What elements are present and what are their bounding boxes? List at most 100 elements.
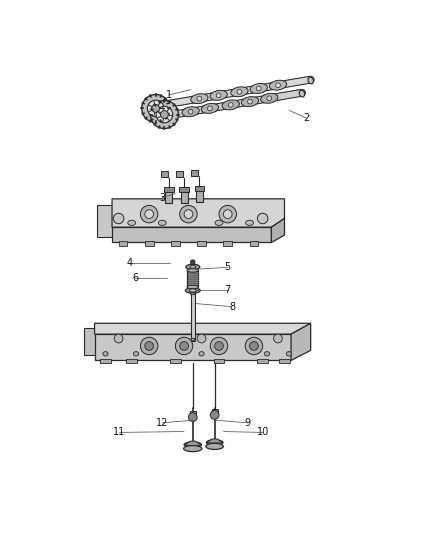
Bar bbox=[171, 241, 180, 246]
Circle shape bbox=[175, 337, 193, 354]
Ellipse shape bbox=[103, 352, 108, 356]
Circle shape bbox=[145, 342, 153, 350]
Bar bbox=[250, 241, 258, 246]
Text: 4: 4 bbox=[127, 258, 133, 268]
Text: 2: 2 bbox=[303, 113, 310, 123]
Circle shape bbox=[215, 342, 223, 350]
Bar bbox=[191, 169, 198, 176]
Polygon shape bbox=[112, 227, 272, 243]
Bar bbox=[164, 187, 173, 192]
Bar bbox=[127, 359, 137, 364]
Ellipse shape bbox=[250, 84, 267, 93]
Circle shape bbox=[145, 210, 153, 219]
Ellipse shape bbox=[222, 100, 239, 110]
Ellipse shape bbox=[269, 80, 287, 90]
Text: 1: 1 bbox=[166, 90, 172, 100]
Bar bbox=[187, 270, 198, 287]
Ellipse shape bbox=[228, 102, 233, 107]
Ellipse shape bbox=[237, 90, 242, 94]
Ellipse shape bbox=[231, 87, 248, 97]
Polygon shape bbox=[291, 323, 311, 360]
Circle shape bbox=[150, 101, 178, 128]
Circle shape bbox=[210, 410, 219, 419]
Ellipse shape bbox=[286, 352, 291, 356]
Circle shape bbox=[184, 210, 193, 219]
Ellipse shape bbox=[197, 96, 202, 101]
Bar bbox=[191, 292, 194, 341]
Bar bbox=[165, 190, 172, 203]
Ellipse shape bbox=[184, 442, 201, 447]
Ellipse shape bbox=[201, 103, 219, 114]
Ellipse shape bbox=[208, 106, 212, 111]
Circle shape bbox=[223, 210, 232, 219]
Circle shape bbox=[142, 94, 170, 123]
Polygon shape bbox=[95, 334, 291, 360]
Bar bbox=[196, 189, 203, 202]
Text: 7: 7 bbox=[225, 285, 231, 295]
Ellipse shape bbox=[246, 220, 254, 225]
Bar bbox=[258, 359, 268, 364]
Polygon shape bbox=[95, 323, 311, 334]
Circle shape bbox=[141, 205, 158, 223]
Polygon shape bbox=[112, 199, 285, 227]
Circle shape bbox=[245, 337, 263, 354]
Text: 12: 12 bbox=[156, 418, 169, 428]
Ellipse shape bbox=[215, 220, 223, 225]
Circle shape bbox=[197, 334, 206, 343]
Circle shape bbox=[274, 334, 283, 343]
Polygon shape bbox=[272, 219, 285, 243]
Ellipse shape bbox=[187, 285, 198, 289]
Circle shape bbox=[180, 205, 197, 223]
Bar bbox=[180, 190, 187, 203]
Ellipse shape bbox=[210, 91, 227, 100]
Ellipse shape bbox=[134, 352, 139, 356]
Circle shape bbox=[152, 104, 159, 112]
Circle shape bbox=[258, 213, 268, 224]
Circle shape bbox=[250, 342, 258, 350]
Circle shape bbox=[210, 337, 228, 354]
Ellipse shape bbox=[190, 293, 195, 295]
Ellipse shape bbox=[190, 265, 196, 268]
Polygon shape bbox=[206, 439, 223, 443]
Polygon shape bbox=[97, 205, 113, 237]
Text: 6: 6 bbox=[132, 273, 138, 283]
Bar bbox=[161, 171, 168, 177]
Ellipse shape bbox=[241, 96, 259, 107]
Ellipse shape bbox=[265, 352, 270, 356]
Ellipse shape bbox=[189, 289, 196, 292]
Ellipse shape bbox=[247, 99, 252, 104]
Bar bbox=[212, 409, 218, 414]
Circle shape bbox=[180, 342, 188, 350]
Circle shape bbox=[191, 260, 195, 264]
Circle shape bbox=[113, 213, 124, 224]
Text: 11: 11 bbox=[113, 427, 126, 438]
Ellipse shape bbox=[299, 90, 305, 97]
Ellipse shape bbox=[261, 93, 278, 103]
Circle shape bbox=[160, 111, 168, 118]
Ellipse shape bbox=[216, 93, 221, 98]
Circle shape bbox=[141, 337, 158, 354]
Ellipse shape bbox=[199, 352, 204, 356]
Circle shape bbox=[156, 106, 173, 123]
Text: 8: 8 bbox=[229, 302, 235, 312]
Ellipse shape bbox=[188, 109, 193, 114]
Bar bbox=[214, 359, 224, 364]
Text: 10: 10 bbox=[257, 427, 269, 438]
Polygon shape bbox=[184, 441, 201, 446]
Bar bbox=[190, 411, 196, 416]
Ellipse shape bbox=[206, 440, 223, 445]
Ellipse shape bbox=[186, 264, 200, 270]
Bar bbox=[145, 241, 153, 246]
Ellipse shape bbox=[206, 443, 223, 449]
Bar bbox=[176, 171, 183, 177]
Text: 9: 9 bbox=[244, 418, 251, 428]
Circle shape bbox=[188, 413, 197, 422]
Ellipse shape bbox=[308, 77, 314, 84]
Ellipse shape bbox=[184, 446, 202, 451]
Text: 5: 5 bbox=[225, 262, 231, 272]
Circle shape bbox=[219, 205, 237, 223]
Circle shape bbox=[114, 334, 123, 343]
Bar bbox=[223, 241, 232, 246]
Bar bbox=[119, 241, 127, 246]
Polygon shape bbox=[191, 338, 194, 341]
